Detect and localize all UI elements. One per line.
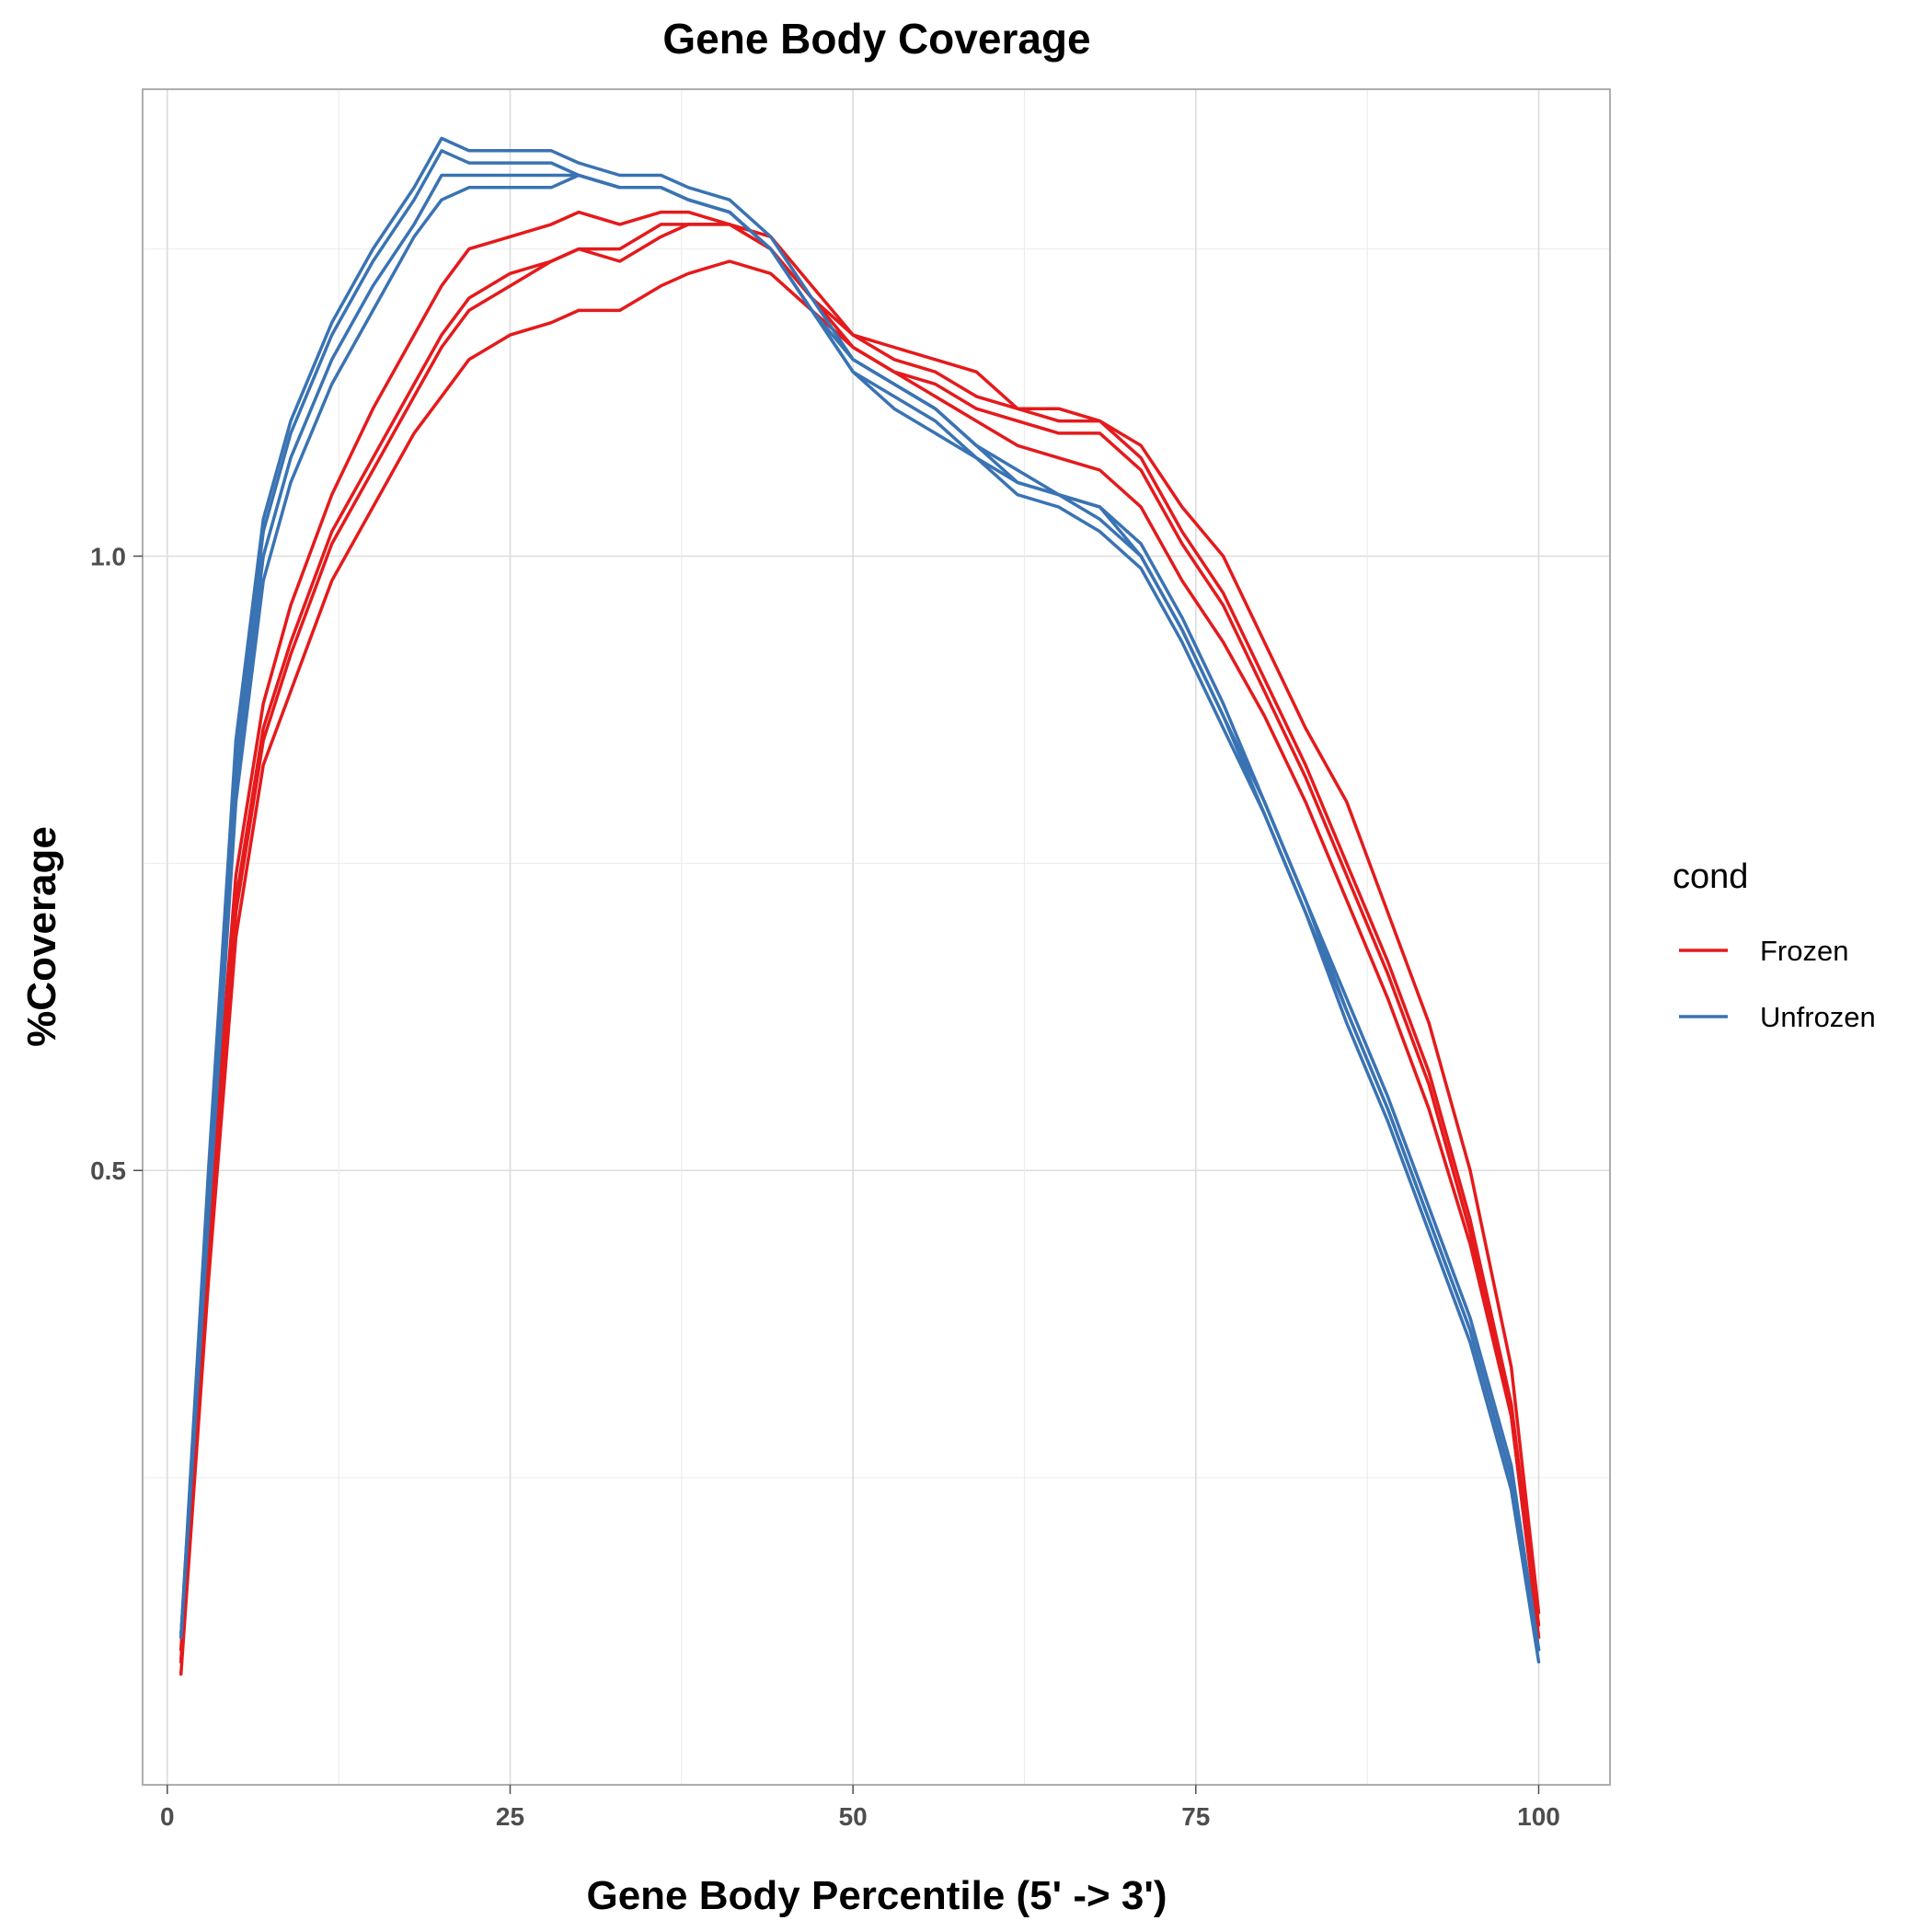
x-tick-label: 100 — [1517, 1802, 1560, 1831]
legend-title: cond — [1673, 857, 1748, 896]
y-axis-title: %Coverage — [19, 826, 64, 1047]
series-line-frozen-1 — [178, 210, 1541, 1651]
axis-ticks: 0 25 50 75 100 0.5 1.0 — [90, 542, 1560, 1831]
series-line-frozen-2 — [178, 223, 1541, 1664]
plot-panel-border — [142, 88, 1611, 1786]
series-line-unfrozen-8 — [178, 173, 1541, 1664]
series-lines — [178, 136, 1541, 1676]
x-tick-label: 50 — [839, 1802, 868, 1831]
series-line-unfrozen-7 — [178, 173, 1541, 1651]
legend-label-frozen: Frozen — [1760, 935, 1848, 967]
legend-label-unfrozen: Unfrozen — [1760, 1001, 1876, 1033]
x-axis-title: Gene Body Percentile (5' -> 3') — [586, 1873, 1167, 1918]
x-tick-label: 25 — [496, 1802, 524, 1831]
chart-title: Gene Body Coverage — [662, 15, 1090, 63]
y-tick-label: 1.0 — [90, 542, 126, 570]
legend: cond Frozen Unfrozen — [1673, 857, 1876, 1033]
x-tick-label: 0 — [160, 1802, 175, 1831]
y-tick-label: 0.5 — [90, 1156, 126, 1185]
x-tick-label: 75 — [1181, 1802, 1210, 1831]
